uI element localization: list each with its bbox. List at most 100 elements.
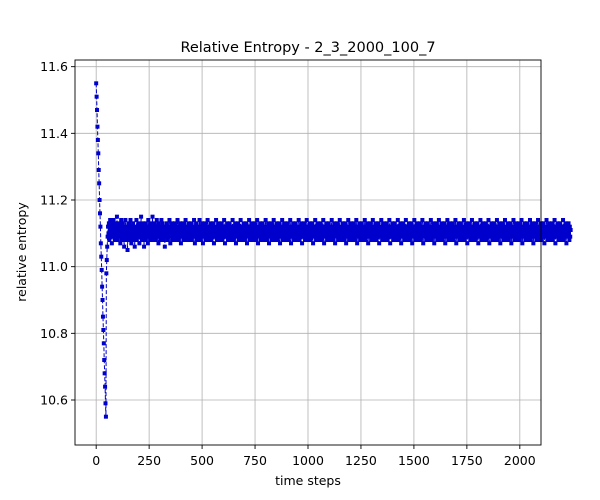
data-point (429, 231, 434, 236)
data-point (224, 234, 229, 239)
data-point (557, 228, 562, 232)
data-point (322, 241, 327, 246)
data-point (193, 234, 198, 239)
data-point (477, 234, 482, 239)
data-point (278, 224, 283, 229)
data-point (416, 224, 421, 229)
data-point (432, 224, 437, 229)
data-point (186, 221, 191, 226)
data-point (122, 234, 127, 239)
data-point (172, 221, 177, 226)
data-point (403, 228, 408, 232)
data-point (500, 221, 505, 226)
data-point (253, 238, 258, 242)
data-point (222, 241, 227, 246)
data-point (181, 231, 186, 236)
data-point (419, 234, 424, 239)
data-point (518, 234, 523, 239)
data-point (563, 228, 568, 232)
data-point (522, 228, 527, 232)
data-point (376, 221, 381, 226)
data-point (309, 234, 314, 239)
data-point (450, 221, 455, 226)
data-point (520, 224, 525, 229)
data-point (110, 221, 115, 226)
data-point (386, 234, 391, 239)
data-point (249, 221, 254, 226)
data-point (388, 241, 393, 246)
data-point (433, 234, 438, 239)
data-point (499, 234, 504, 239)
data-point (352, 231, 357, 236)
data-point (142, 244, 147, 249)
data-point (447, 228, 452, 232)
data-point (151, 228, 156, 232)
data-point (107, 238, 112, 242)
data-point (145, 231, 150, 236)
data-point (328, 234, 333, 239)
data-point (101, 328, 106, 332)
data-point (508, 228, 513, 232)
data-point (386, 224, 391, 229)
data-point (405, 224, 410, 229)
data-point (462, 231, 467, 236)
data-point (196, 234, 201, 239)
data-point (439, 234, 444, 239)
data-point (169, 234, 174, 239)
data-point (311, 224, 316, 229)
data-point (330, 238, 335, 242)
data-point (120, 221, 125, 226)
data-point (329, 228, 334, 232)
data-point (223, 224, 228, 229)
data-point (568, 234, 573, 239)
data-point (434, 221, 439, 226)
data-point (555, 228, 560, 232)
data-point (534, 238, 539, 242)
data-point (208, 221, 213, 226)
data-point (195, 238, 200, 242)
data-point (472, 234, 477, 239)
data-point (547, 238, 552, 242)
data-point (269, 221, 274, 226)
data-point (453, 218, 458, 222)
data-point (463, 224, 468, 229)
data-point (136, 228, 141, 232)
data-point (175, 231, 180, 236)
data-point (455, 234, 460, 239)
data-point (286, 224, 291, 229)
data-point (228, 238, 233, 242)
y-tick-label: 11.6 (40, 59, 68, 74)
data-point (420, 218, 425, 222)
data-point (399, 241, 404, 246)
data-point (139, 214, 144, 219)
y-axis-ticks: 10.6 10.8 11.0 11.2 11.4 11.6 (40, 59, 75, 408)
data-point (152, 221, 157, 226)
data-point (437, 238, 442, 242)
data-point (392, 234, 396, 239)
data-point (364, 234, 369, 239)
data-point (287, 234, 292, 239)
data-point (205, 228, 210, 232)
data-point (551, 234, 556, 239)
data-point (372, 224, 377, 229)
data-point (118, 224, 123, 229)
data-point (448, 238, 453, 242)
data-point (355, 224, 360, 229)
data-point (316, 238, 321, 242)
data-point (358, 238, 363, 242)
data-point (446, 224, 451, 229)
data-point (366, 241, 371, 246)
data-point (294, 224, 299, 229)
data-point (168, 241, 173, 246)
data-point (510, 234, 515, 239)
data-point (292, 238, 297, 242)
data-point (123, 231, 128, 236)
data-point (134, 228, 138, 232)
data-point (350, 224, 355, 229)
data-point (117, 231, 122, 236)
data-point (182, 234, 187, 239)
data-point (346, 231, 351, 236)
data-point (351, 228, 356, 232)
data-point (310, 221, 315, 226)
